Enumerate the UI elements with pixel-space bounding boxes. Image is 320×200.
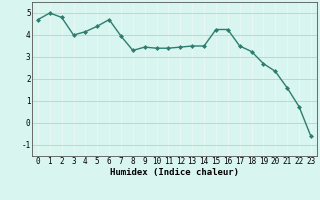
X-axis label: Humidex (Indice chaleur): Humidex (Indice chaleur) [110, 168, 239, 177]
